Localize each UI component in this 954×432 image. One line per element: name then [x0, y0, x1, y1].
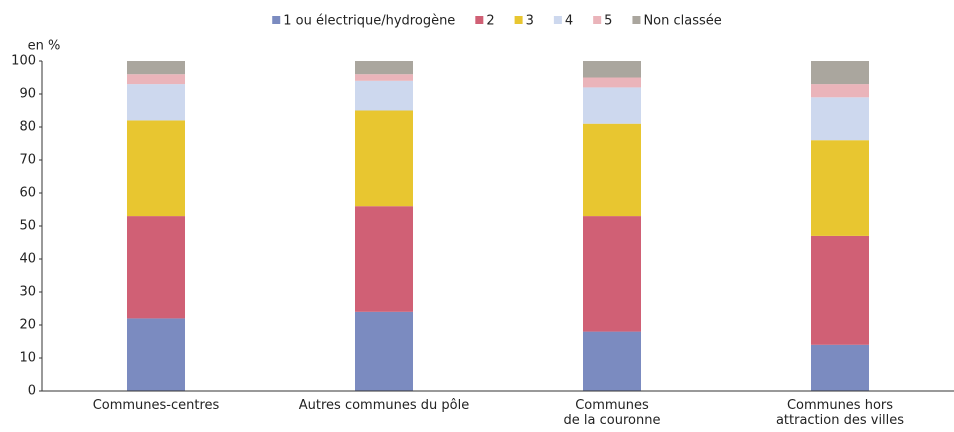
y-tick-label: 100 [11, 54, 36, 69]
bar-segment [583, 77, 641, 88]
bar-segment [811, 235, 869, 345]
legend-swatch [475, 16, 484, 24]
bar-segment [127, 74, 185, 85]
bar-segment [583, 123, 641, 217]
y-tick-label: 70 [19, 153, 36, 168]
bar-segment [127, 120, 185, 217]
bar-segment [811, 84, 869, 98]
legend-swatch [593, 16, 602, 24]
legend-label: Non classée [643, 14, 721, 29]
bar-segment [355, 206, 413, 312]
y-tick-label: 80 [19, 120, 36, 135]
legend-label: 4 [565, 14, 573, 29]
legend-swatch [632, 16, 641, 24]
legend-label: 1 ou électrique/hydrogène [283, 14, 455, 29]
bar-segment [127, 318, 185, 391]
x-tick-label: Communes de la couronne [563, 398, 661, 428]
bar-segment [811, 344, 869, 391]
bar-segment [811, 140, 869, 236]
bar-segment [355, 74, 413, 81]
legend-label: 3 [526, 14, 534, 29]
bar-segment [355, 311, 413, 391]
bar-segment [811, 97, 869, 141]
y-tick-label: 40 [19, 252, 36, 267]
y-tick-label: 20 [19, 318, 36, 333]
y-axis-label: en % [28, 39, 61, 54]
bar-segment [355, 80, 413, 111]
legend-swatch [553, 16, 562, 24]
legend-label: 2 [486, 14, 494, 29]
x-tick-label: Communes hors attraction des villes [775, 398, 905, 428]
legend-swatch [514, 16, 523, 24]
legend-label: 5 [604, 14, 612, 29]
bar-segment [583, 87, 641, 124]
x-tick-label: Autres communes du pôle [298, 398, 470, 413]
bar-segment [127, 216, 185, 319]
legend-swatch [272, 16, 281, 24]
bar-segment [355, 110, 413, 207]
y-tick-label: 90 [19, 87, 36, 102]
y-tick-label: 50 [19, 219, 36, 234]
y-tick-label: 0 [28, 384, 36, 399]
x-tick-label: Communes-centres [92, 398, 220, 413]
bar-segment [583, 216, 641, 332]
bar-segment [355, 61, 413, 75]
y-tick-label: 30 [19, 285, 36, 300]
y-tick-label: 60 [19, 186, 36, 201]
bar-segment [127, 84, 185, 121]
bar-segment [811, 61, 869, 85]
y-tick-label: 10 [19, 351, 36, 366]
bar-segment [583, 331, 641, 391]
bar-segment [127, 61, 185, 75]
bar-segment [583, 61, 641, 78]
